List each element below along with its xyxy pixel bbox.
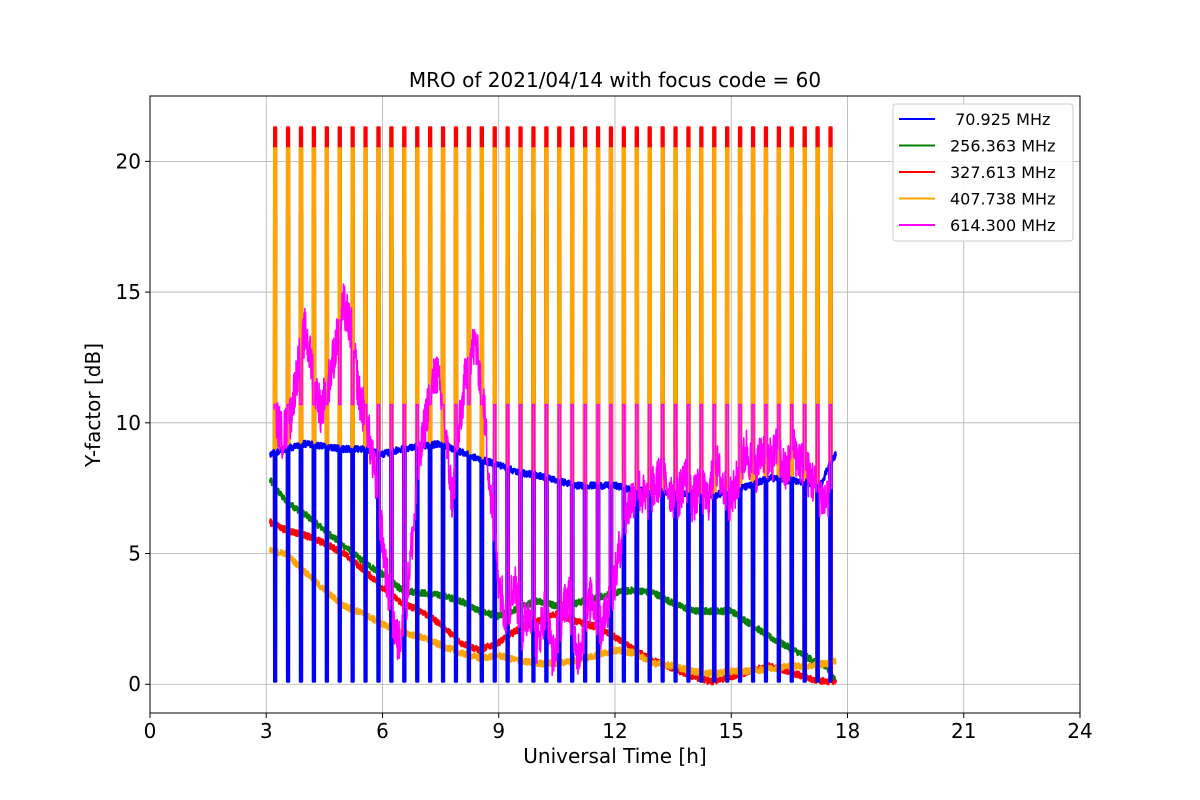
x-tick-label: 12 [602, 719, 627, 743]
y-axis-label: Y-factor [dB] [81, 343, 105, 468]
x-tick-label: 24 [1067, 719, 1092, 743]
x-tick-label: 9 [492, 719, 505, 743]
x-tick-label: 6 [376, 719, 389, 743]
legend-label: 70.925 MHz [950, 110, 1050, 129]
x-tick-label: 0 [144, 719, 157, 743]
x-tick-label: 18 [835, 719, 860, 743]
legend-label: 407.738 MHz [950, 190, 1055, 209]
plot-series [268, 126, 837, 686]
legend-label: 327.613 MHz [950, 163, 1055, 182]
y-tick-label: 20 [116, 149, 141, 173]
x-tick-label: 15 [719, 719, 744, 743]
x-tick-label: 21 [951, 719, 976, 743]
series-line-0 [268, 439, 837, 683]
legend-box [892, 103, 1074, 242]
axis-ticks: 0 3 6 9 12 15 18 21 24 0 5 10 15 20 [116, 149, 1093, 743]
y-tick-label: 10 [116, 411, 141, 435]
series-line-4 [273, 283, 833, 676]
legend-label: 614.300 MHz [950, 216, 1055, 235]
y-tick-label: 5 [128, 542, 141, 566]
y-tick-label: 15 [116, 280, 141, 304]
chart-title: MRO of 2021/04/14 with focus code = 60 [409, 68, 821, 92]
y-tick-label: 0 [128, 672, 141, 696]
legend-label: 256.363 MHz [950, 137, 1055, 156]
x-tick-label: 3 [260, 719, 273, 743]
x-axis-label: Universal Time [h] [523, 744, 706, 768]
legend: 70.925 MHz 256.363 MHz 327.613 MHz 407.738 … [892, 103, 1074, 242]
